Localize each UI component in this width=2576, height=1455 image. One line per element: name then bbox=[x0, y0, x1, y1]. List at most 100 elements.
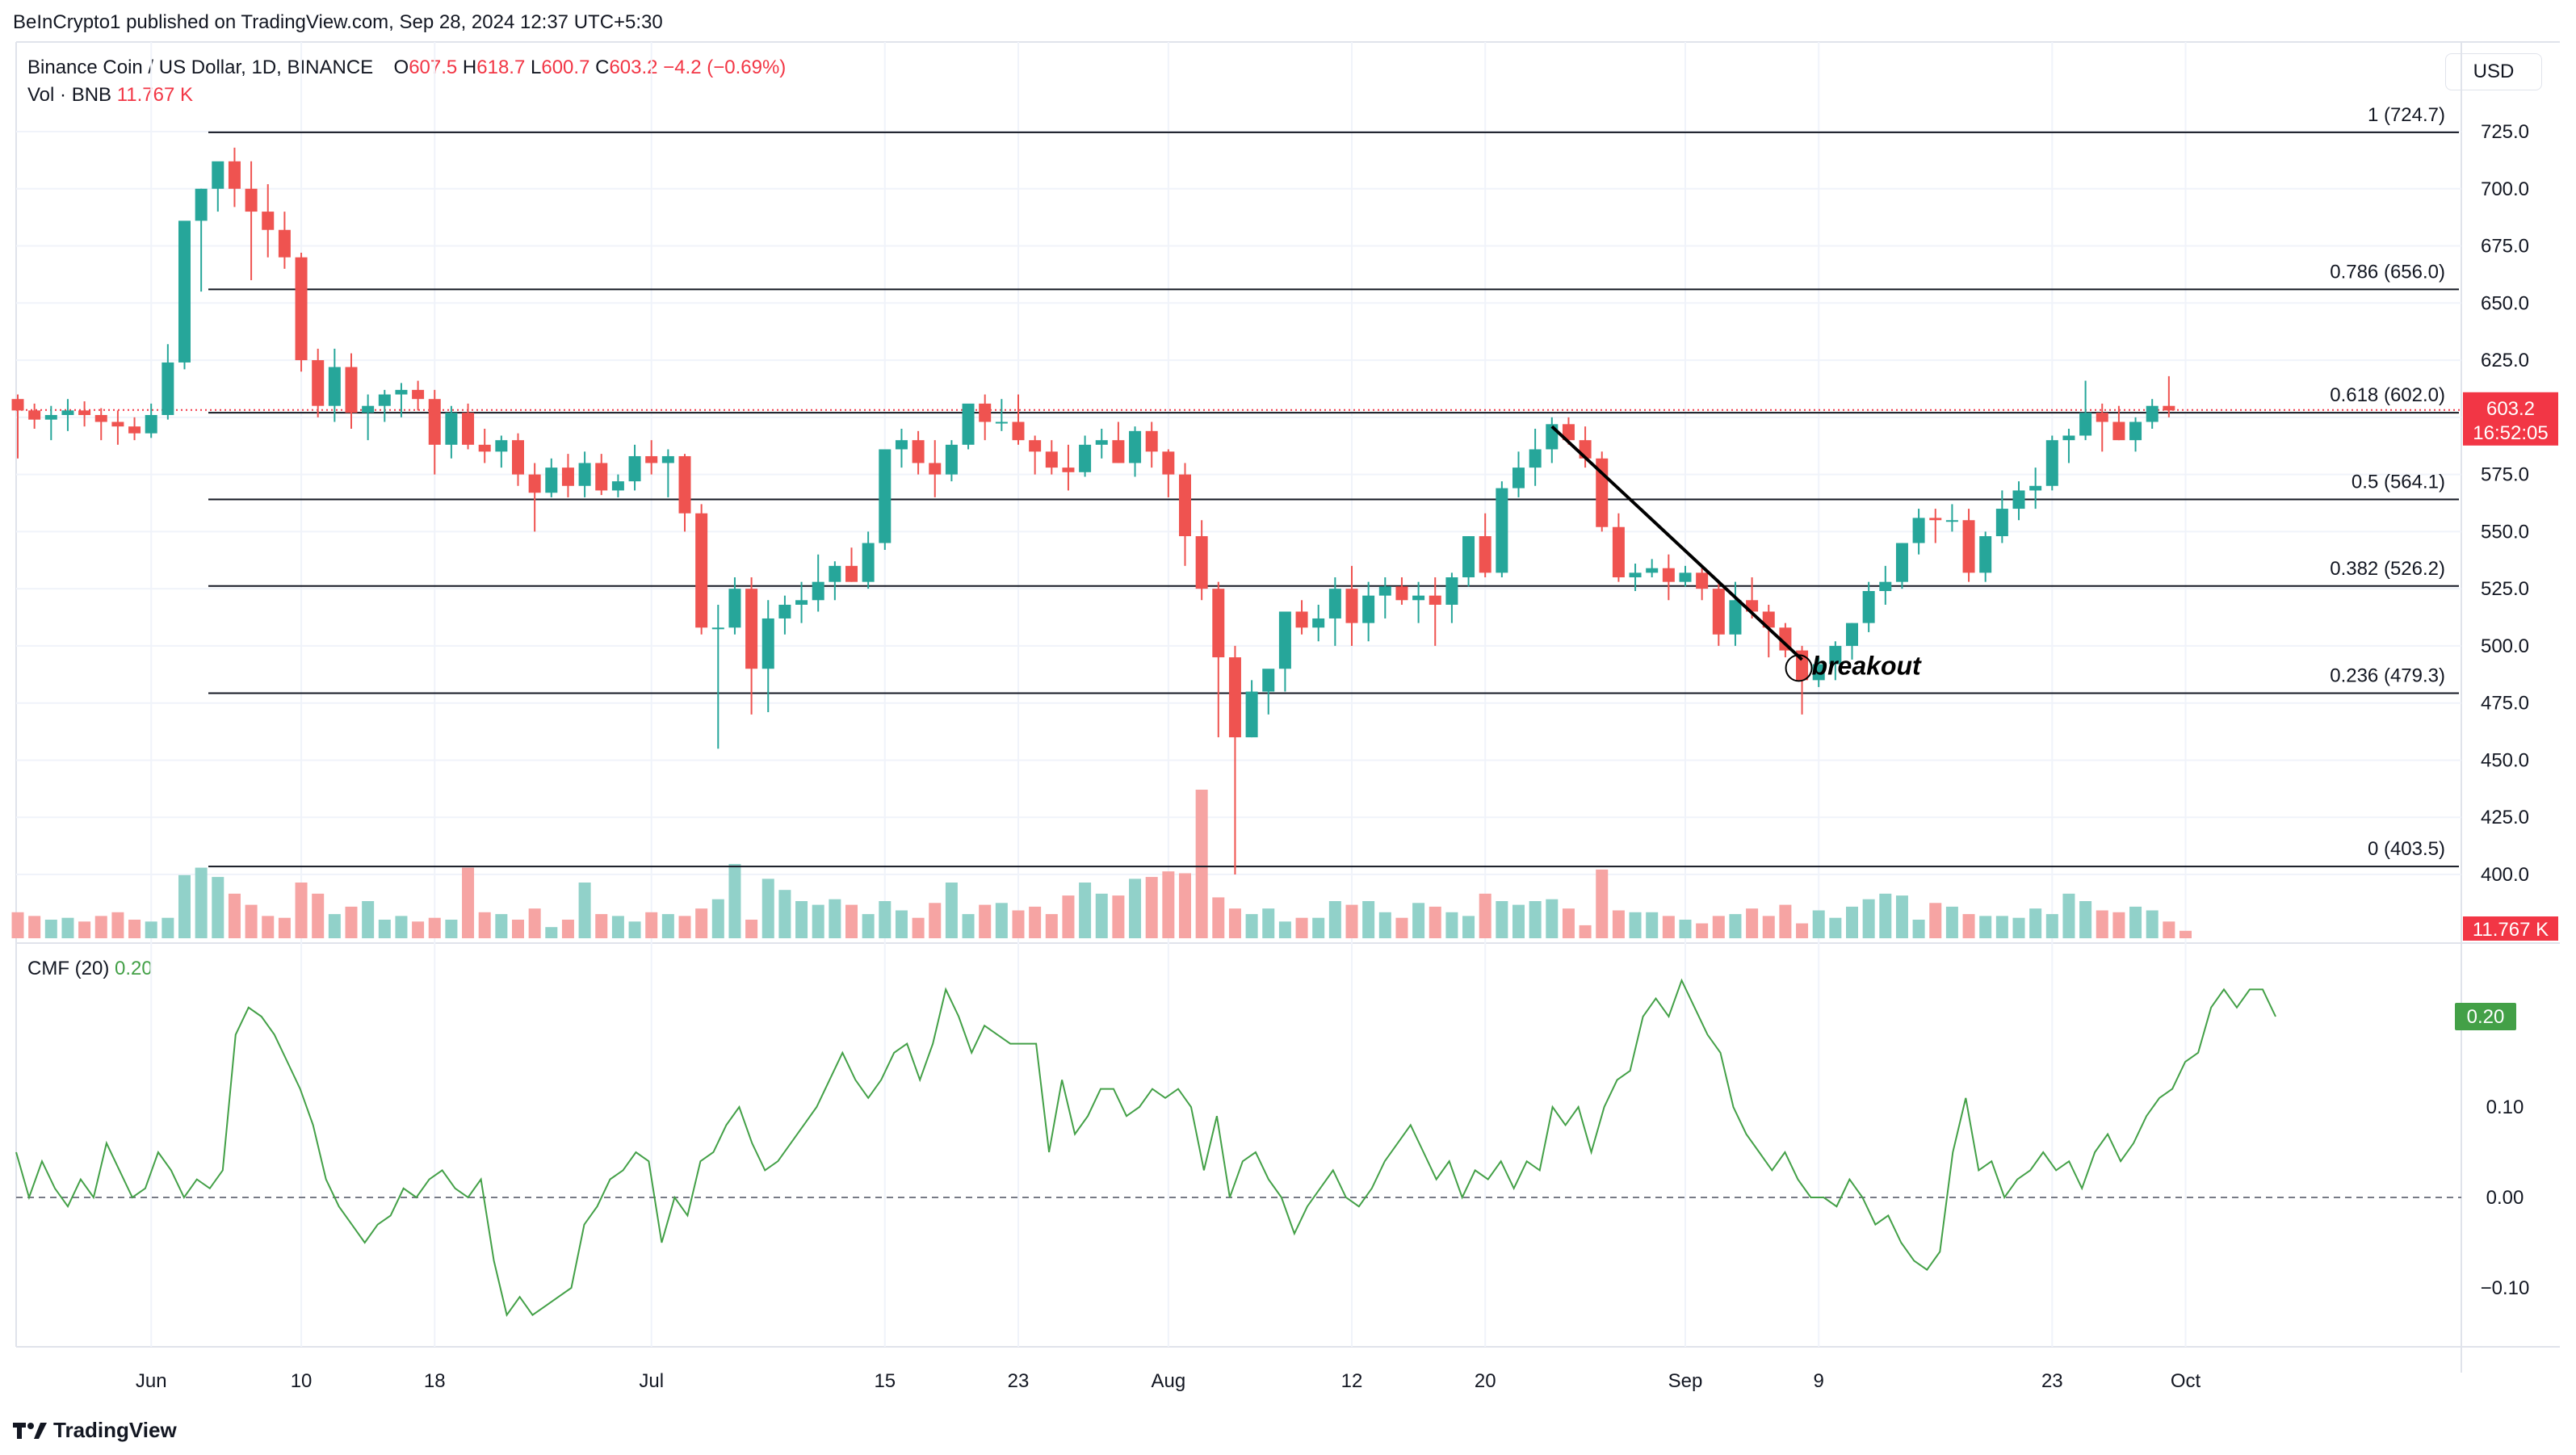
candle-body bbox=[895, 440, 908, 450]
candle-body bbox=[1862, 590, 1875, 623]
volume-bar bbox=[1662, 916, 1675, 938]
candle-body bbox=[862, 543, 875, 582]
candle-body bbox=[1129, 430, 1142, 463]
candle-body bbox=[2045, 440, 2058, 486]
volume-bar bbox=[1862, 899, 1875, 938]
candle-body bbox=[1228, 657, 1241, 738]
volume-bar bbox=[228, 893, 241, 938]
candle-body bbox=[545, 468, 558, 493]
candle-body bbox=[1929, 518, 1942, 521]
volume-bar bbox=[128, 920, 141, 938]
volume-bar bbox=[2180, 930, 2192, 938]
candle-body bbox=[1429, 595, 1441, 605]
candle-body bbox=[745, 589, 758, 669]
volume-bar bbox=[445, 920, 458, 938]
candle-body bbox=[1412, 595, 1425, 601]
candle-body bbox=[512, 440, 524, 475]
volume-bar bbox=[1962, 914, 1975, 938]
volume-bar bbox=[1095, 893, 1108, 938]
cmf-label[interactable]: CMF (20) bbox=[27, 958, 110, 979]
candle-body bbox=[1995, 509, 2008, 537]
candle-body bbox=[195, 188, 208, 221]
trendline bbox=[1550, 425, 1803, 661]
candle-body bbox=[1328, 589, 1341, 618]
volume-bar bbox=[1496, 901, 1508, 938]
candle-body bbox=[628, 455, 641, 482]
candle-body bbox=[995, 421, 1008, 424]
volume-bar bbox=[1929, 903, 1942, 938]
x-tick-label: 9 bbox=[1814, 1370, 1824, 1392]
candle-body bbox=[28, 410, 41, 420]
volume-bar bbox=[912, 917, 925, 938]
volume-bar bbox=[212, 877, 224, 938]
fib-level-label: 1 (724.7) bbox=[2368, 104, 2445, 126]
volume-bar bbox=[1145, 877, 1158, 938]
volume-bar bbox=[262, 916, 275, 938]
x-tick-label: 23 bbox=[1008, 1370, 1030, 1392]
candle-body bbox=[1245, 691, 1258, 738]
x-tick-label: 20 bbox=[1475, 1370, 1496, 1392]
high-label: H bbox=[462, 57, 477, 78]
axes: Jun 10 18 Jul 15 23 Aug 12 20 Sep 9 23 Oct 725.0 700.0… bbox=[136, 121, 2558, 1392]
volume-bar bbox=[1228, 908, 1241, 938]
volume-bar bbox=[1029, 906, 1042, 938]
volume-bar bbox=[1295, 917, 1308, 938]
volume-bar bbox=[1895, 895, 1908, 938]
volume-bar bbox=[962, 914, 975, 938]
candle-body bbox=[1045, 451, 1058, 468]
publisher-line: BeInCrypto1 published on TradingView.com… bbox=[13, 11, 663, 33]
x-tick-label: 10 bbox=[291, 1370, 313, 1392]
y-tick-label: 725.0 bbox=[2481, 121, 2529, 143]
volume-bar bbox=[812, 904, 824, 938]
candle-body bbox=[378, 394, 391, 406]
volume-bar bbox=[1995, 916, 2008, 938]
volume-bar bbox=[728, 864, 741, 938]
symbol-title[interactable]: Binance Coin / US Dollar, 1D, BINANCE bbox=[27, 57, 374, 78]
cmf-tick-label: −0.10 bbox=[2481, 1277, 2530, 1299]
candle-body bbox=[1445, 577, 1458, 605]
cmf-badge-value: 0.20 bbox=[2467, 1006, 2505, 1028]
annotations: breakout bbox=[1550, 425, 1922, 682]
candle-body bbox=[2112, 421, 2125, 441]
fib-level-label: 0.5 (564.1) bbox=[2352, 471, 2445, 493]
volume-bar bbox=[495, 914, 508, 938]
volume-bar bbox=[1179, 873, 1191, 938]
candle-body bbox=[929, 463, 942, 475]
volume-bar bbox=[2163, 921, 2175, 938]
cmf-panel bbox=[15, 978, 2461, 1317]
candle-body bbox=[1662, 568, 1675, 582]
open-label: O bbox=[393, 57, 409, 78]
candle-body bbox=[478, 444, 491, 452]
candle-body bbox=[979, 403, 992, 422]
volume-bar bbox=[1245, 914, 1258, 938]
change-value: −4.2 (−0.69%) bbox=[663, 57, 787, 78]
volume-bar bbox=[1328, 901, 1341, 938]
candle-body bbox=[1679, 572, 1692, 582]
candle-body bbox=[1629, 572, 1642, 577]
x-tick-label: Aug bbox=[1151, 1370, 1185, 1392]
candle-body bbox=[962, 403, 975, 445]
volume-bar bbox=[1646, 912, 1659, 938]
volume-bar bbox=[1596, 869, 1609, 938]
candle-body bbox=[1262, 669, 1275, 692]
volume-bar bbox=[2062, 893, 2075, 938]
x-tick-label: Sep bbox=[1668, 1370, 1703, 1392]
tradingview-logo[interactable]: TradingView bbox=[13, 1418, 177, 1443]
volume-bar bbox=[2045, 914, 2058, 938]
volume-bar bbox=[11, 912, 24, 938]
volume-bar bbox=[795, 901, 808, 938]
candle-body bbox=[412, 389, 425, 400]
candle-body bbox=[1295, 611, 1308, 628]
candle-body bbox=[1562, 424, 1575, 441]
candle-body bbox=[212, 161, 224, 189]
volume-bar bbox=[1712, 916, 1725, 938]
candle-body bbox=[1479, 536, 1491, 573]
low-label: L bbox=[531, 57, 542, 78]
candle-body bbox=[362, 405, 375, 413]
candle-body bbox=[2146, 405, 2159, 422]
fib-level-label: 0.236 (479.3) bbox=[2330, 665, 2445, 687]
volume-label[interactable]: Vol · BNB bbox=[27, 84, 112, 106]
volume-bar bbox=[295, 883, 308, 938]
candle-body bbox=[1278, 611, 1291, 669]
